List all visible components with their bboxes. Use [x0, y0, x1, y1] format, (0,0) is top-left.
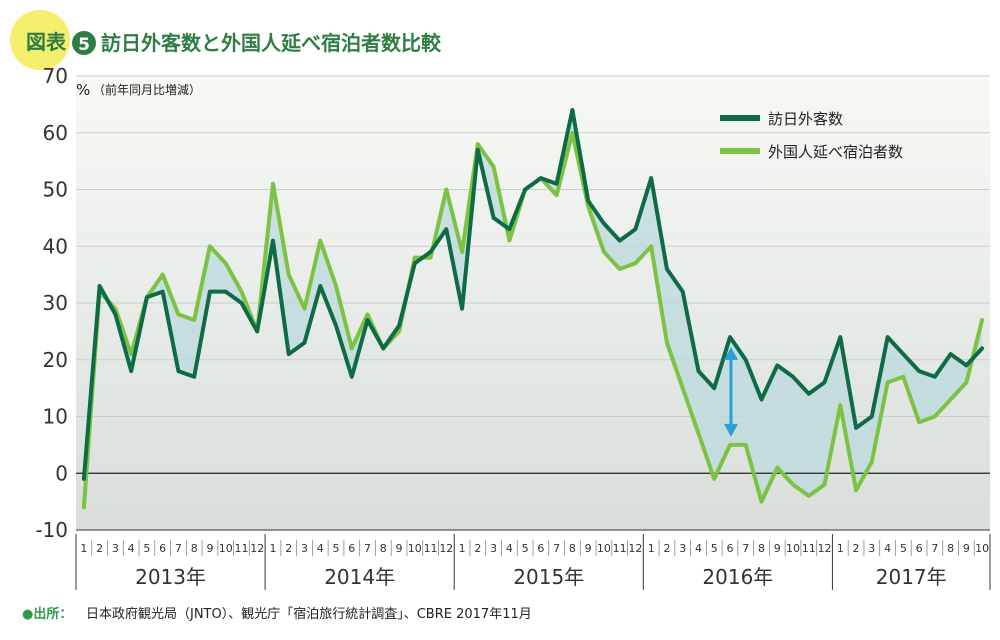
- arrow-head-down: [723, 423, 738, 437]
- x-tick-label: 8: [569, 542, 576, 555]
- source-label: ●出所：: [22, 606, 72, 622]
- y-tick-label: 70: [43, 64, 68, 88]
- legend-item-series-2: 外国人延べ宿泊者数: [720, 143, 903, 161]
- legend: 訪日外客数 外国人延べ宿泊者数: [720, 110, 903, 161]
- x-tick-label: 2: [853, 542, 860, 555]
- x-tick-label: 10: [408, 542, 422, 555]
- x-tick-label: 7: [364, 542, 371, 555]
- y-tick-label: 50: [43, 178, 68, 202]
- x-tick-label: 9: [963, 542, 970, 555]
- x-tick-label: 7: [553, 542, 560, 555]
- y-tick-label: 0: [55, 461, 68, 485]
- y-tick-label: -10: [35, 518, 68, 542]
- x-tick-label: 6: [916, 542, 923, 555]
- y-axis-unit: % （前年同月比増減）: [76, 81, 201, 99]
- title-badge: [10, 10, 70, 70]
- x-tick-label: 3: [868, 542, 875, 555]
- title-badge-number-circle: [72, 31, 96, 55]
- x-tick-label: 6: [159, 542, 166, 555]
- x-tick-label: 6: [726, 542, 733, 555]
- x-tick-label: 4: [317, 542, 324, 555]
- source-note: ●出所： 日本政府観光局（JNTO）、観光庁「宿泊旅行統計調査」、CBRE 20…: [22, 606, 532, 622]
- x-tick-label: 5: [711, 542, 718, 555]
- x-tick-label: 4: [884, 542, 891, 555]
- chart-title: 訪日外客数と外国人延べ宿泊者数比較: [101, 31, 442, 55]
- x-tick-label: 9: [396, 542, 403, 555]
- x-tick-label: 3: [490, 542, 497, 555]
- x-tick-label: 4: [128, 542, 135, 555]
- series-lines: [81, 108, 985, 510]
- y-tick-label: 30: [43, 291, 68, 315]
- x-tick-label: 4: [506, 542, 513, 555]
- x-tick-label: 7: [175, 542, 182, 555]
- chart-header: 図表 5 訪日外客数と外国人延べ宿泊者数比較: [10, 10, 442, 70]
- x-tick-label: 5: [522, 542, 529, 555]
- x-tick-label: 12: [439, 542, 453, 555]
- x-tick-label: 8: [191, 542, 198, 555]
- x-tick-label: 8: [947, 542, 954, 555]
- x-tick-label: 6: [348, 542, 355, 555]
- x-tick-label: 2: [474, 542, 481, 555]
- x-tick-label: 1: [80, 542, 87, 555]
- x-tick-label: 2: [285, 542, 292, 555]
- legend-label-series-1: 訪日外客数: [768, 110, 843, 128]
- x-tick-label: 5: [143, 542, 150, 555]
- x-tick-label: 12: [250, 542, 264, 555]
- title-badge-number: 5: [78, 35, 90, 55]
- x-tick-label: 11: [234, 542, 248, 555]
- y-tick-label: 20: [43, 348, 68, 372]
- x-tick-label: 12: [818, 542, 832, 555]
- x-tick-label: 4: [695, 542, 702, 555]
- x-tick-label: 11: [613, 542, 627, 555]
- year-label: 2014年: [324, 565, 395, 589]
- x-tick-label: 8: [758, 542, 765, 555]
- y-tick-label: 60: [43, 121, 68, 145]
- x-tick-label: 10: [597, 542, 611, 555]
- x-tick-label: 1: [269, 542, 276, 555]
- x-tick-label: 2: [663, 542, 670, 555]
- year-label: 2016年: [702, 565, 773, 589]
- year-label: 2013年: [135, 565, 206, 589]
- x-tick-label: 6: [537, 542, 544, 555]
- x-tick-label: 8: [380, 542, 387, 555]
- difference-fill: [83, 110, 983, 508]
- x-tick-label: 10: [786, 542, 800, 555]
- y-axis-label-note: （前年同月比増減）: [93, 82, 201, 97]
- year-label: 2017年: [876, 565, 947, 589]
- x-tick-label: 1: [459, 542, 466, 555]
- arrow-head-up: [723, 347, 738, 361]
- x-tick-label: 5: [900, 542, 907, 555]
- x-tick-label: 9: [774, 542, 781, 555]
- x-tick-label: 5: [333, 542, 340, 555]
- x-tick-label: 10: [219, 542, 233, 555]
- x-tick-label: 3: [301, 542, 308, 555]
- legend-label-series-2: 外国人延べ宿泊者数: [768, 143, 903, 161]
- x-tick-label: 7: [742, 542, 749, 555]
- title-badge-label: 図表: [26, 30, 67, 54]
- y-tick-label: 40: [43, 234, 68, 258]
- y-axis-label: %: [76, 81, 90, 99]
- x-tick-label: 1: [837, 542, 844, 555]
- x-tick-label: 3: [679, 542, 686, 555]
- x-tick-label: 7: [931, 542, 938, 555]
- source-text: 日本政府観光局（JNTO）、観光庁「宿泊旅行統計調査」、CBRE 2017年11…: [86, 606, 532, 622]
- x-tick-label: 10: [975, 542, 989, 555]
- x-tick-label: 1: [648, 542, 655, 555]
- x-tick-label: 2: [96, 542, 103, 555]
- legend-item-series-1: 訪日外客数: [720, 110, 843, 128]
- x-tick-label: 9: [585, 542, 592, 555]
- x-tick-label: 3: [112, 542, 119, 555]
- series-line-1: [81, 108, 985, 481]
- y-tick-label: 10: [43, 405, 68, 429]
- x-tick-label: 11: [424, 542, 438, 555]
- x-tick-label: 9: [206, 542, 213, 555]
- x-tick-label: 11: [802, 542, 816, 555]
- y-axis-ticks: 70 60 50 40 30 20 10 0 -10: [35, 64, 68, 542]
- difference-arrow: [723, 347, 738, 437]
- x-tick-label: 12: [628, 542, 642, 555]
- year-label: 2015年: [513, 565, 584, 589]
